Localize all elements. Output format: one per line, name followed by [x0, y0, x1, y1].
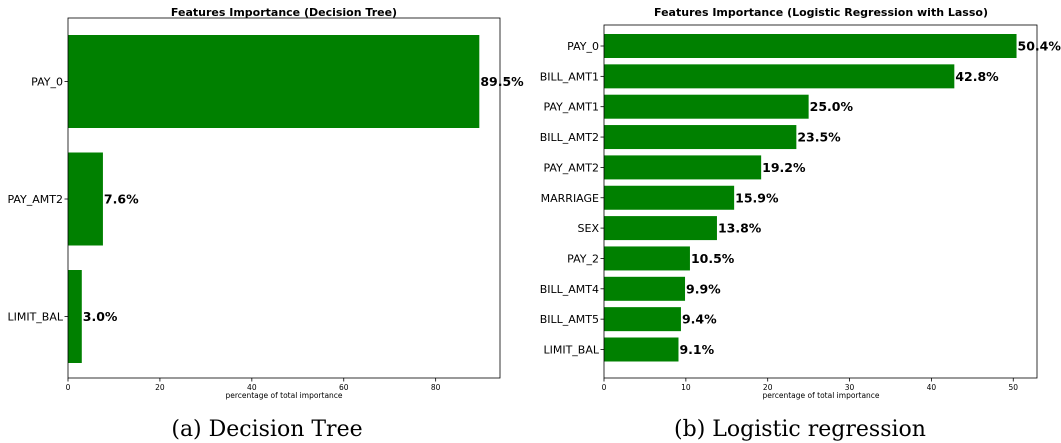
value-labels: 89.5% 7.6% 3.0%	[83, 74, 524, 324]
logistic-regression-chart: Features Importance (Logistic Regression…	[540, 6, 1061, 442]
category-labels: PAY_0 PAY_AMT2 LIMIT_BAL	[7, 76, 68, 324]
bars	[604, 34, 1017, 362]
figure-caption: (b) Logistic regression	[674, 417, 926, 442]
figure-caption: (a) Decision Tree	[171, 417, 362, 442]
bar	[604, 216, 717, 241]
category-label: BILL_AMT4	[540, 283, 599, 296]
category-labels: PAY_0 BILL_AMT1 PAY_AMT1 BILL_AMT2 PAY_AMT2 M…	[540, 40, 604, 357]
bar	[68, 152, 103, 246]
bar	[604, 337, 679, 362]
category-label: PAY_2	[567, 252, 599, 265]
value-label: 25.0%	[810, 99, 854, 114]
bar	[604, 64, 955, 89]
x-tick-label: 30	[845, 383, 855, 392]
bar	[604, 246, 690, 271]
category-label: PAY_0	[31, 76, 63, 89]
bar	[604, 307, 681, 332]
category-label: PAY_AMT2	[7, 193, 63, 206]
category-label: PAY_AMT2	[543, 161, 599, 174]
category-label: SEX	[578, 222, 600, 235]
category-label: LIMIT_BAL	[543, 344, 599, 357]
value-label: 3.0%	[83, 309, 118, 324]
category-label: BILL_AMT1	[540, 70, 599, 83]
x-tick-label: 40	[927, 383, 937, 392]
category-label: LIMIT_BAL	[7, 311, 63, 324]
bar	[68, 270, 82, 363]
plot-frame	[67, 17, 501, 379]
bar	[604, 276, 686, 301]
value-label: 19.2%	[762, 160, 806, 175]
decision-tree-chart: Features Importance (Decision Tree) 0 20 4…	[7, 6, 524, 442]
category-label: BILL_AMT5	[540, 313, 599, 326]
chart-title: Features Importance (Logistic Regression…	[654, 6, 988, 19]
value-label: 15.9%	[735, 190, 779, 205]
x-tick-label: 60	[339, 383, 349, 392]
value-label: 9.4%	[682, 312, 717, 327]
x-tick-labels: 0 20 40 60 80	[66, 378, 441, 392]
x-tick-label: 20	[763, 383, 773, 392]
value-label: 42.8%	[955, 69, 999, 84]
value-label: 89.5%	[480, 74, 524, 89]
value-label: 7.6%	[104, 192, 139, 207]
x-tick-label: 80	[431, 383, 441, 392]
x-axis-label: percentage of total importance	[225, 391, 342, 400]
x-axis-label: percentage of total importance	[762, 391, 879, 400]
category-label: PAY_0	[567, 40, 599, 53]
x-tick-label: 0	[602, 383, 607, 392]
value-label: 9.1%	[679, 342, 714, 357]
x-tick-label: 10	[681, 383, 691, 392]
value-label: 50.4%	[1018, 39, 1061, 54]
x-tick-label: 40	[247, 383, 257, 392]
x-tick-label: 0	[66, 383, 71, 392]
bars	[68, 35, 480, 363]
category-label: MARRIAGE	[541, 192, 599, 205]
bar	[68, 35, 480, 128]
bar	[604, 155, 762, 180]
x-tick-label: 20	[155, 383, 165, 392]
plot-frame	[603, 24, 1038, 379]
category-label: BILL_AMT2	[540, 131, 599, 144]
bar	[604, 185, 735, 210]
x-tick-labels: 0 10 20 30 40 50	[602, 378, 1018, 392]
value-label: 10.5%	[691, 251, 735, 266]
category-label: PAY_AMT1	[543, 101, 599, 114]
bar	[604, 125, 797, 150]
x-tick-label: 50	[1008, 383, 1018, 392]
chart-title: Features Importance (Decision Tree)	[171, 6, 397, 19]
value-label: 23.5%	[797, 130, 841, 145]
value-label: 9.9%	[686, 281, 721, 296]
value-labels: 50.4% 42.8% 25.0% 23.5% 19.2% 15.9% 13.8% 10.5%…	[679, 39, 1061, 358]
bar	[604, 34, 1017, 58]
bar	[604, 94, 809, 119]
value-label: 13.8%	[718, 221, 762, 236]
